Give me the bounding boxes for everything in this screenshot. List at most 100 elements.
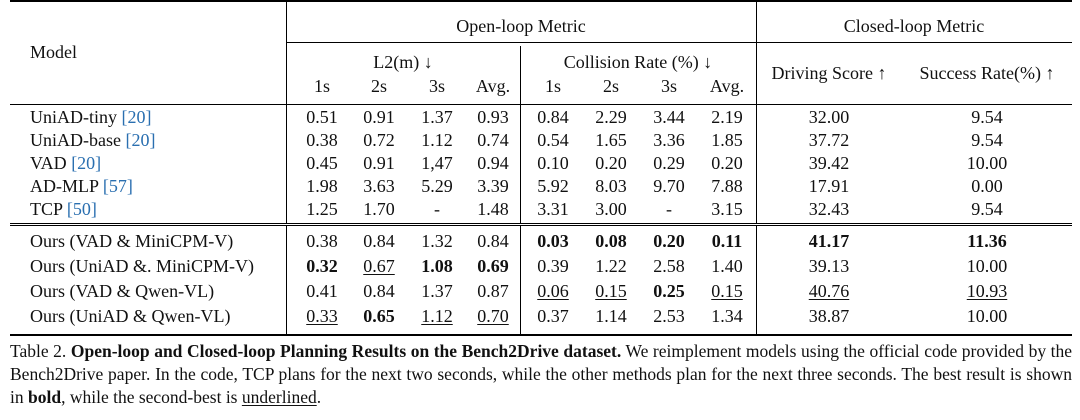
- col-l2-1s: 1s: [313, 76, 330, 96]
- table-cell: 1,47: [421, 153, 453, 173]
- table-cell: 0.15: [711, 281, 743, 301]
- table-cell: 0.06: [537, 281, 569, 301]
- caption-text-1: We reimplement models using the official…: [10, 341, 1073, 407]
- table-cell: 1.12: [421, 306, 453, 326]
- table-cell: 0.67: [363, 256, 395, 276]
- table-cell: 3.00: [595, 199, 627, 219]
- caption-text-3: .: [316, 387, 322, 407]
- row-model-name: Ours (VAD & MiniCPM-V): [30, 231, 234, 251]
- table-cell: 0.65: [363, 306, 395, 326]
- table-cell: -: [434, 199, 440, 219]
- table-cell: 0.93: [477, 107, 509, 127]
- table-cell: 1.08: [421, 256, 453, 276]
- table-cell: 10.00: [966, 153, 1008, 173]
- row-model-name: TCP [50]: [30, 199, 97, 219]
- table-cell: 0.20: [653, 231, 685, 251]
- double-rule: [10, 223, 1072, 226]
- table-cell: 1.22: [595, 256, 627, 276]
- vertical-rule: [756, 2, 757, 106]
- vertical-rule: [286, 105, 287, 335]
- table-cell: 0.32: [306, 256, 338, 276]
- citation-link[interactable]: [20]: [125, 130, 156, 150]
- table-cell: 0.87: [477, 281, 509, 301]
- table-cell: 8.03: [595, 176, 627, 196]
- table-cell: 1.32: [421, 231, 453, 251]
- header-success-rate: Success Rate(%) ↑: [919, 63, 1055, 83]
- header-model-label: Model: [30, 42, 77, 62]
- table-cell: 0.84: [363, 281, 395, 301]
- row-model-name: AD-MLP [57]: [30, 176, 133, 196]
- table-header: Model Open-loop Metric Closed-loop Metri…: [10, 0, 1072, 106]
- table-cell: 0.84: [363, 231, 395, 251]
- vertical-rule: [520, 46, 521, 106]
- col-cr-avg: Avg.: [709, 76, 745, 96]
- citation-link[interactable]: [20]: [71, 153, 102, 173]
- table-cell: 0.72: [363, 130, 395, 150]
- table-cell: 0.33: [306, 306, 338, 326]
- table-cell: 0.41: [306, 281, 338, 301]
- vertical-rule: [286, 2, 287, 106]
- row-model-name: UniAD-tiny [20]: [30, 107, 152, 127]
- vertical-rule: [520, 105, 521, 335]
- table-cell: 1.70: [363, 199, 395, 219]
- table-cell: 41.17: [808, 231, 850, 251]
- table-cell: 32.43: [808, 199, 850, 219]
- table-cell: 10.93: [966, 281, 1008, 301]
- table-cell: 39.42: [808, 153, 850, 173]
- table-cell: 10.00: [966, 306, 1008, 326]
- table-cell: 0.84: [477, 231, 509, 251]
- table-cell: 1.12: [421, 130, 453, 150]
- table-cell: -: [666, 199, 672, 219]
- caption-title: Open-loop and Closed-loop Planning Resul…: [70, 341, 622, 361]
- header-open-loop-label: Open-loop Metric: [456, 16, 586, 36]
- table-cell: 3.44: [653, 107, 685, 127]
- header-subrule: [756, 42, 1072, 43]
- col-l2-avg: Avg.: [475, 76, 511, 96]
- table-cell: 0.00: [971, 176, 1003, 196]
- row-model-name: Ours (VAD & Qwen-VL): [30, 281, 215, 301]
- caption-text-2: , while the second-best is: [61, 387, 238, 407]
- row-model-name: UniAD-base [20]: [30, 130, 156, 150]
- table-cell: 1.37: [421, 281, 453, 301]
- header-driving-score: Driving Score ↑: [771, 63, 887, 83]
- table-cell: 32.00: [808, 107, 850, 127]
- table-cell: 0.11: [711, 231, 743, 251]
- table-cell: 3.63: [363, 176, 395, 196]
- table-cell: 0.20: [711, 153, 743, 173]
- table-cell: 0.03: [537, 231, 569, 251]
- row-model-name: Ours (UniAD & Qwen-VL): [30, 306, 231, 326]
- table-cell: 0.38: [306, 231, 338, 251]
- header-collision-label: Collision Rate (%) ↓: [563, 52, 713, 72]
- table-cell: 1.98: [306, 176, 338, 196]
- caption-label: Table 2.: [10, 341, 67, 361]
- table-cell: 0.39: [537, 256, 569, 276]
- table-cell: 0.91: [363, 153, 395, 173]
- col-cr-3s: 3s: [660, 76, 677, 96]
- table-cell: 0.84: [537, 107, 569, 127]
- table-cell: 0.08: [595, 231, 627, 251]
- citation-link[interactable]: [57]: [102, 176, 133, 196]
- table-cell: 1.48: [477, 199, 509, 219]
- table-cell: 9.54: [971, 107, 1003, 127]
- table-cell: 3.15: [711, 199, 743, 219]
- table-cell: 3.39: [477, 176, 509, 196]
- table-cell: 1.37: [421, 107, 453, 127]
- table-cell: 0.20: [595, 153, 627, 173]
- col-cr-1s: 1s: [544, 76, 561, 96]
- table-cell: 2.19: [711, 107, 743, 127]
- col-cr-2s: 2s: [602, 76, 619, 96]
- col-l2-3s: 3s: [428, 76, 445, 96]
- table-cell: 38.87: [808, 306, 850, 326]
- table-cell: 0.15: [595, 281, 627, 301]
- col-l2-2s: 2s: [370, 76, 387, 96]
- table-cell: 0.74: [477, 130, 509, 150]
- citation-link[interactable]: [20]: [121, 107, 152, 127]
- table-cell: 1.34: [711, 306, 743, 326]
- table-cell: 0.37: [537, 306, 569, 326]
- table-cell: 9.54: [971, 199, 1003, 219]
- caption-underline-word: underlined: [241, 387, 317, 407]
- table-cell: 2.53: [653, 306, 685, 326]
- table-cell: 40.76: [808, 281, 850, 301]
- citation-link[interactable]: [50]: [66, 199, 97, 219]
- table-cell: 0.91: [363, 107, 395, 127]
